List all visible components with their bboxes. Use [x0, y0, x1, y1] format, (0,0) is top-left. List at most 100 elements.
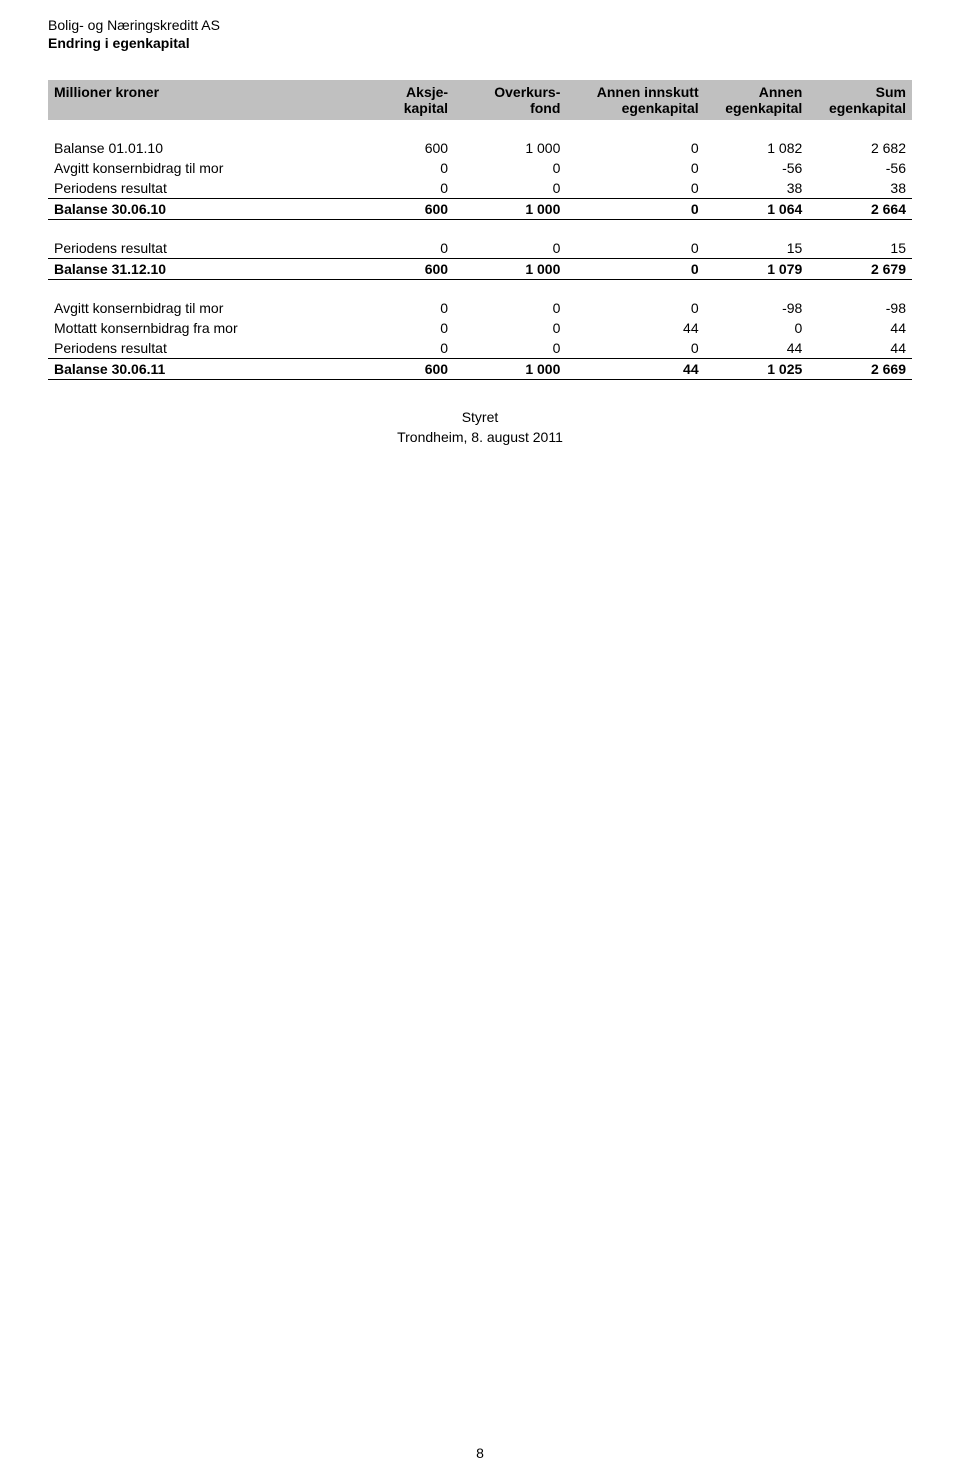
row-value: 2 664: [808, 199, 912, 220]
row-value: 0: [566, 238, 704, 259]
row-value: 2 669: [808, 359, 912, 380]
row-value: 44: [566, 318, 704, 338]
row-value: 38: [808, 178, 912, 199]
signoff-line2: Trondheim, 8. august 2011: [48, 428, 912, 448]
table-row: Avgitt konsernbidrag til mor000-56-56: [48, 158, 912, 178]
row-value: 44: [808, 318, 912, 338]
equity-table-body: Balanse 01.01.106001 00001 0822 682Avgit…: [48, 120, 912, 380]
row-value: 0: [342, 338, 454, 359]
table-row: Mottatt konsernbidrag fra mor0044044: [48, 318, 912, 338]
col-header-label: Millioner kroner: [48, 80, 342, 120]
row-value: 38: [705, 178, 809, 199]
row-value: 600: [342, 138, 454, 158]
col-header-4: Annen egenkapital: [705, 80, 809, 120]
row-value: 0: [566, 199, 704, 220]
row-label: Avgitt konsernbidrag til mor: [48, 158, 342, 178]
col-header-5: Sum egenkapital: [808, 80, 912, 120]
col-header-3-top: Annen innskutt: [597, 84, 699, 100]
row-value: 600: [342, 259, 454, 280]
company-name: Bolig- og Næringskreditt AS: [48, 16, 912, 34]
row-value: 1 079: [705, 259, 809, 280]
col-header-4-sub: egenkapital: [711, 100, 803, 116]
row-label: Periodens resultat: [48, 178, 342, 199]
row-value: 1 064: [705, 199, 809, 220]
equity-table: Millioner kroner Aksje- kapital Overkurs…: [48, 80, 912, 380]
row-value: 2 679: [808, 259, 912, 280]
row-value: 1 000: [454, 199, 566, 220]
row-label: Periodens resultat: [48, 238, 342, 259]
row-value: 0: [454, 298, 566, 318]
row-value: 0: [454, 318, 566, 338]
table-row: Balanse 31.12.106001 00001 0792 679: [48, 259, 912, 280]
table-row: Periodens resultat0004444: [48, 338, 912, 359]
col-header-3: Annen innskutt egenkapital: [566, 80, 704, 120]
page-number: 8: [0, 1445, 960, 1461]
row-value: 0: [454, 238, 566, 259]
row-value: 15: [808, 238, 912, 259]
row-value: 0: [566, 158, 704, 178]
row-value: 2 682: [808, 138, 912, 158]
row-value: 0: [342, 178, 454, 199]
row-label: Periodens resultat: [48, 338, 342, 359]
row-value: 44: [566, 359, 704, 380]
report-title: Endring i egenkapital: [48, 34, 912, 52]
col-header-5-sub: egenkapital: [814, 100, 906, 116]
col-header-3-sub: egenkapital: [572, 100, 698, 116]
row-value: 0: [566, 259, 704, 280]
row-label: Balanse 30.06.11: [48, 359, 342, 380]
table-row: Balanse 30.06.116001 000441 0252 669: [48, 359, 912, 380]
row-value: 1 000: [454, 138, 566, 158]
table-row: Balanse 01.01.106001 00001 0822 682: [48, 138, 912, 158]
row-value: 44: [705, 338, 809, 359]
col-header-5-top: Sum: [876, 84, 906, 100]
row-label: Balanse 01.01.10: [48, 138, 342, 158]
spacer-row: [48, 220, 912, 239]
table-row: Avgitt konsernbidrag til mor000-98-98: [48, 298, 912, 318]
col-header-2-sub: fond: [460, 100, 560, 116]
row-value: 0: [566, 138, 704, 158]
table-header-row: Millioner kroner Aksje- kapital Overkurs…: [48, 80, 912, 120]
row-value: 0: [342, 318, 454, 338]
row-value: 0: [454, 338, 566, 359]
row-label: Balanse 30.06.10: [48, 199, 342, 220]
row-value: -56: [705, 158, 809, 178]
row-value: 44: [808, 338, 912, 359]
spacer-cell: [48, 280, 912, 299]
row-value: -98: [808, 298, 912, 318]
row-value: 15: [705, 238, 809, 259]
row-label: Balanse 31.12.10: [48, 259, 342, 280]
spacer-cell: [48, 120, 912, 138]
col-header-4-top: Annen: [759, 84, 803, 100]
spacer-row: [48, 280, 912, 299]
row-value: 0: [342, 158, 454, 178]
row-value: 0: [342, 298, 454, 318]
row-value: 1 000: [454, 259, 566, 280]
table-row: Balanse 30.06.106001 00001 0642 664: [48, 199, 912, 220]
row-value: 600: [342, 359, 454, 380]
row-value: 0: [566, 298, 704, 318]
table-row: Periodens resultat0001515: [48, 238, 912, 259]
row-value: 0: [342, 238, 454, 259]
row-value: 0: [705, 318, 809, 338]
col-header-2-top: Overkurs-: [494, 84, 560, 100]
row-value: 1 025: [705, 359, 809, 380]
row-value: -56: [808, 158, 912, 178]
row-label: Mottatt konsernbidrag fra mor: [48, 318, 342, 338]
col-header-1-sub: kapital: [348, 100, 448, 116]
table-row: Periodens resultat0003838: [48, 178, 912, 199]
col-header-1-top: Aksje-: [406, 84, 448, 100]
row-value: 600: [342, 199, 454, 220]
col-header-label-text: Millioner kroner: [54, 84, 159, 100]
col-header-1: Aksje- kapital: [342, 80, 454, 120]
signoff: Styret Trondheim, 8. august 2011: [48, 408, 912, 447]
row-value: 1 000: [454, 359, 566, 380]
row-value: -98: [705, 298, 809, 318]
signoff-line1: Styret: [48, 408, 912, 428]
row-value: 0: [454, 178, 566, 199]
row-value: 0: [566, 178, 704, 199]
page: Bolig- og Næringskreditt AS Endring i eg…: [0, 0, 960, 1481]
spacer-cell: [48, 220, 912, 239]
spacer-row: [48, 120, 912, 138]
row-label: Avgitt konsernbidrag til mor: [48, 298, 342, 318]
row-value: 1 082: [705, 138, 809, 158]
